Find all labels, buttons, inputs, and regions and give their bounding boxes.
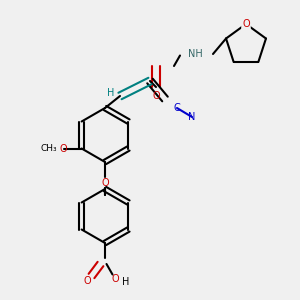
Text: H: H [107, 88, 115, 98]
Text: NH: NH [188, 49, 202, 59]
Text: O: O [112, 274, 119, 284]
Text: O: O [242, 19, 250, 29]
Text: N: N [188, 112, 196, 122]
Text: H: H [122, 277, 130, 287]
Text: O: O [152, 91, 160, 101]
Text: C: C [174, 103, 180, 113]
Text: O: O [101, 178, 109, 188]
Text: O: O [60, 143, 68, 154]
Text: CH₃: CH₃ [40, 144, 57, 153]
Text: O: O [83, 275, 91, 286]
